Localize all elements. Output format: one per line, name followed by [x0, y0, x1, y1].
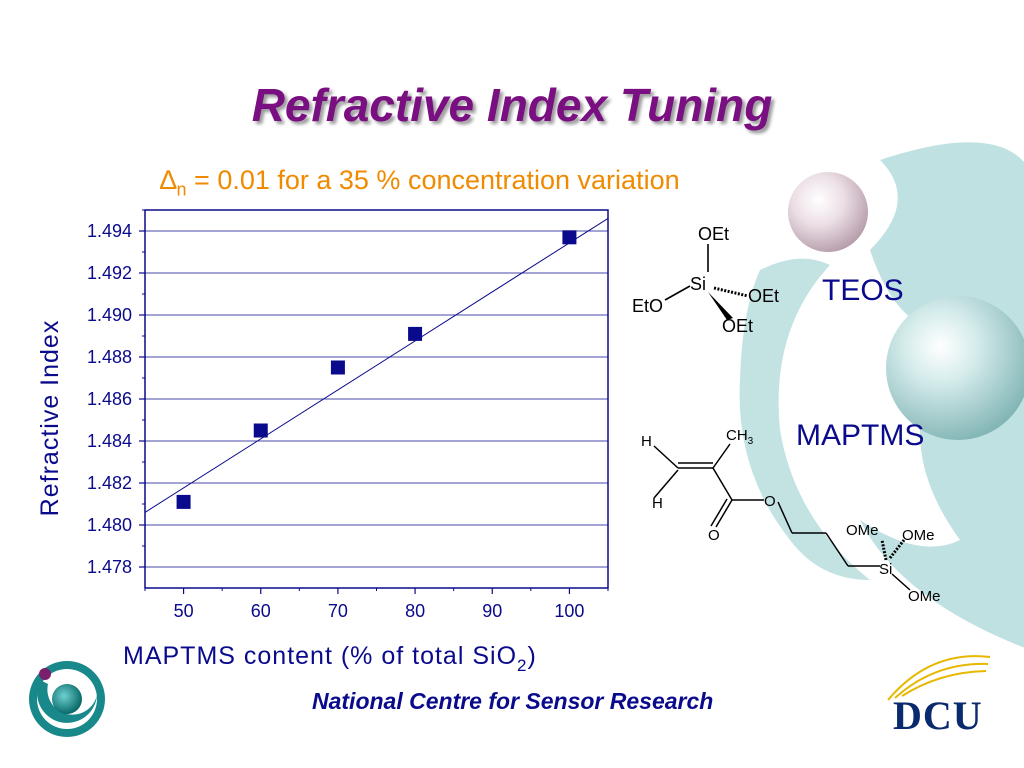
data-point — [408, 326, 423, 341]
y-tick-label: 1.486 — [87, 389, 132, 409]
chart-ticks: 1.478 1.480 1.482 1.484 1.486 1.488 1.490 1.492… — [87, 209, 609, 621]
y-tick-label: 1.482 — [87, 473, 132, 493]
maptms-si: Si — [879, 561, 892, 578]
y-tick-label: 1.484 — [87, 431, 132, 451]
x-axis-title: MAPTMS content (% of total SiO2) — [123, 642, 537, 675]
y-tick-label: 1.488 — [87, 347, 132, 367]
teos-structure: OEt Si OEt OEt EtO — [632, 224, 779, 336]
y-tick-label: 1.494 — [87, 221, 132, 241]
footer-organization: National Centre for Sensor Research — [312, 688, 714, 714]
maptms-ch3-subscript: 3 — [748, 436, 754, 447]
fit-line — [144, 217, 609, 513]
maptms-ch3: CH3 — [726, 427, 754, 447]
delta-symbol: ∆ — [160, 165, 177, 195]
maptms-h-bottom: H — [652, 495, 663, 512]
teos-eto-left: EtO — [632, 296, 663, 316]
teos-oet-right: OEt — [748, 286, 779, 306]
x-tick-label: 90 — [482, 601, 502, 621]
maptms-ome-1: OMe — [846, 522, 879, 539]
maptms-ome-2: OMe — [902, 527, 935, 544]
dcu-logo — [887, 655, 991, 701]
maptms-label: MAPTMS — [796, 419, 925, 452]
slide-subtitle: ∆n = 0.01 for a 35 % concentration varia… — [160, 165, 680, 200]
y-tick-label: 1.490 — [87, 305, 132, 325]
maptms-o-carbonyl: O — [708, 527, 720, 544]
x-tick-label: 100 — [554, 601, 584, 621]
pink-sphere-decoration — [788, 172, 868, 252]
teos-label: TEOS — [822, 274, 904, 307]
delta-subscript: n — [176, 179, 187, 200]
x-axis-title-subscript: 2 — [517, 656, 527, 675]
maptms-o-ester: O — [764, 493, 776, 510]
teal-crescent-decoration — [739, 258, 870, 580]
x-axis-title-main: MAPTMS content (% of total SiO — [123, 642, 517, 670]
y-tick-label: 1.480 — [87, 515, 132, 535]
chart-points — [176, 230, 577, 509]
data-point — [253, 423, 268, 438]
teal-sphere-decoration — [886, 296, 1024, 440]
x-axis-title-suffix: ) — [527, 642, 536, 670]
teos-si: Si — [690, 274, 706, 294]
x-tick-label: 80 — [405, 601, 425, 621]
x-tick-label: 60 — [251, 601, 271, 621]
teos-oet-top: OEt — [698, 224, 729, 244]
data-point — [176, 494, 191, 509]
data-point — [330, 360, 345, 375]
chart-grid — [145, 230, 608, 568]
maptms-ome-3: OMe — [908, 588, 941, 605]
data-point — [562, 230, 577, 245]
ncsr-logo — [29, 661, 105, 737]
y-tick-label: 1.492 — [87, 263, 132, 283]
teos-oet-bottom: OEt — [722, 316, 753, 336]
maptms-ch3-main: CH — [726, 427, 748, 444]
slide-title: Refractive Index Tuning — [251, 79, 773, 131]
x-tick-label: 70 — [328, 601, 348, 621]
y-axis-title: Refractive Index — [36, 320, 64, 517]
y-tick-label: 1.478 — [87, 557, 132, 577]
maptms-structure: H H CH3 O O Si OMe OMe OMe — [641, 427, 941, 605]
dcu-logo-text: DCU — [893, 693, 983, 738]
subtitle-text: = 0.01 for a 35 % concentration variatio… — [186, 165, 680, 195]
chart-fit-line-group — [144, 217, 609, 513]
x-tick-label: 50 — [174, 601, 194, 621]
maptms-h-top: H — [641, 433, 652, 450]
